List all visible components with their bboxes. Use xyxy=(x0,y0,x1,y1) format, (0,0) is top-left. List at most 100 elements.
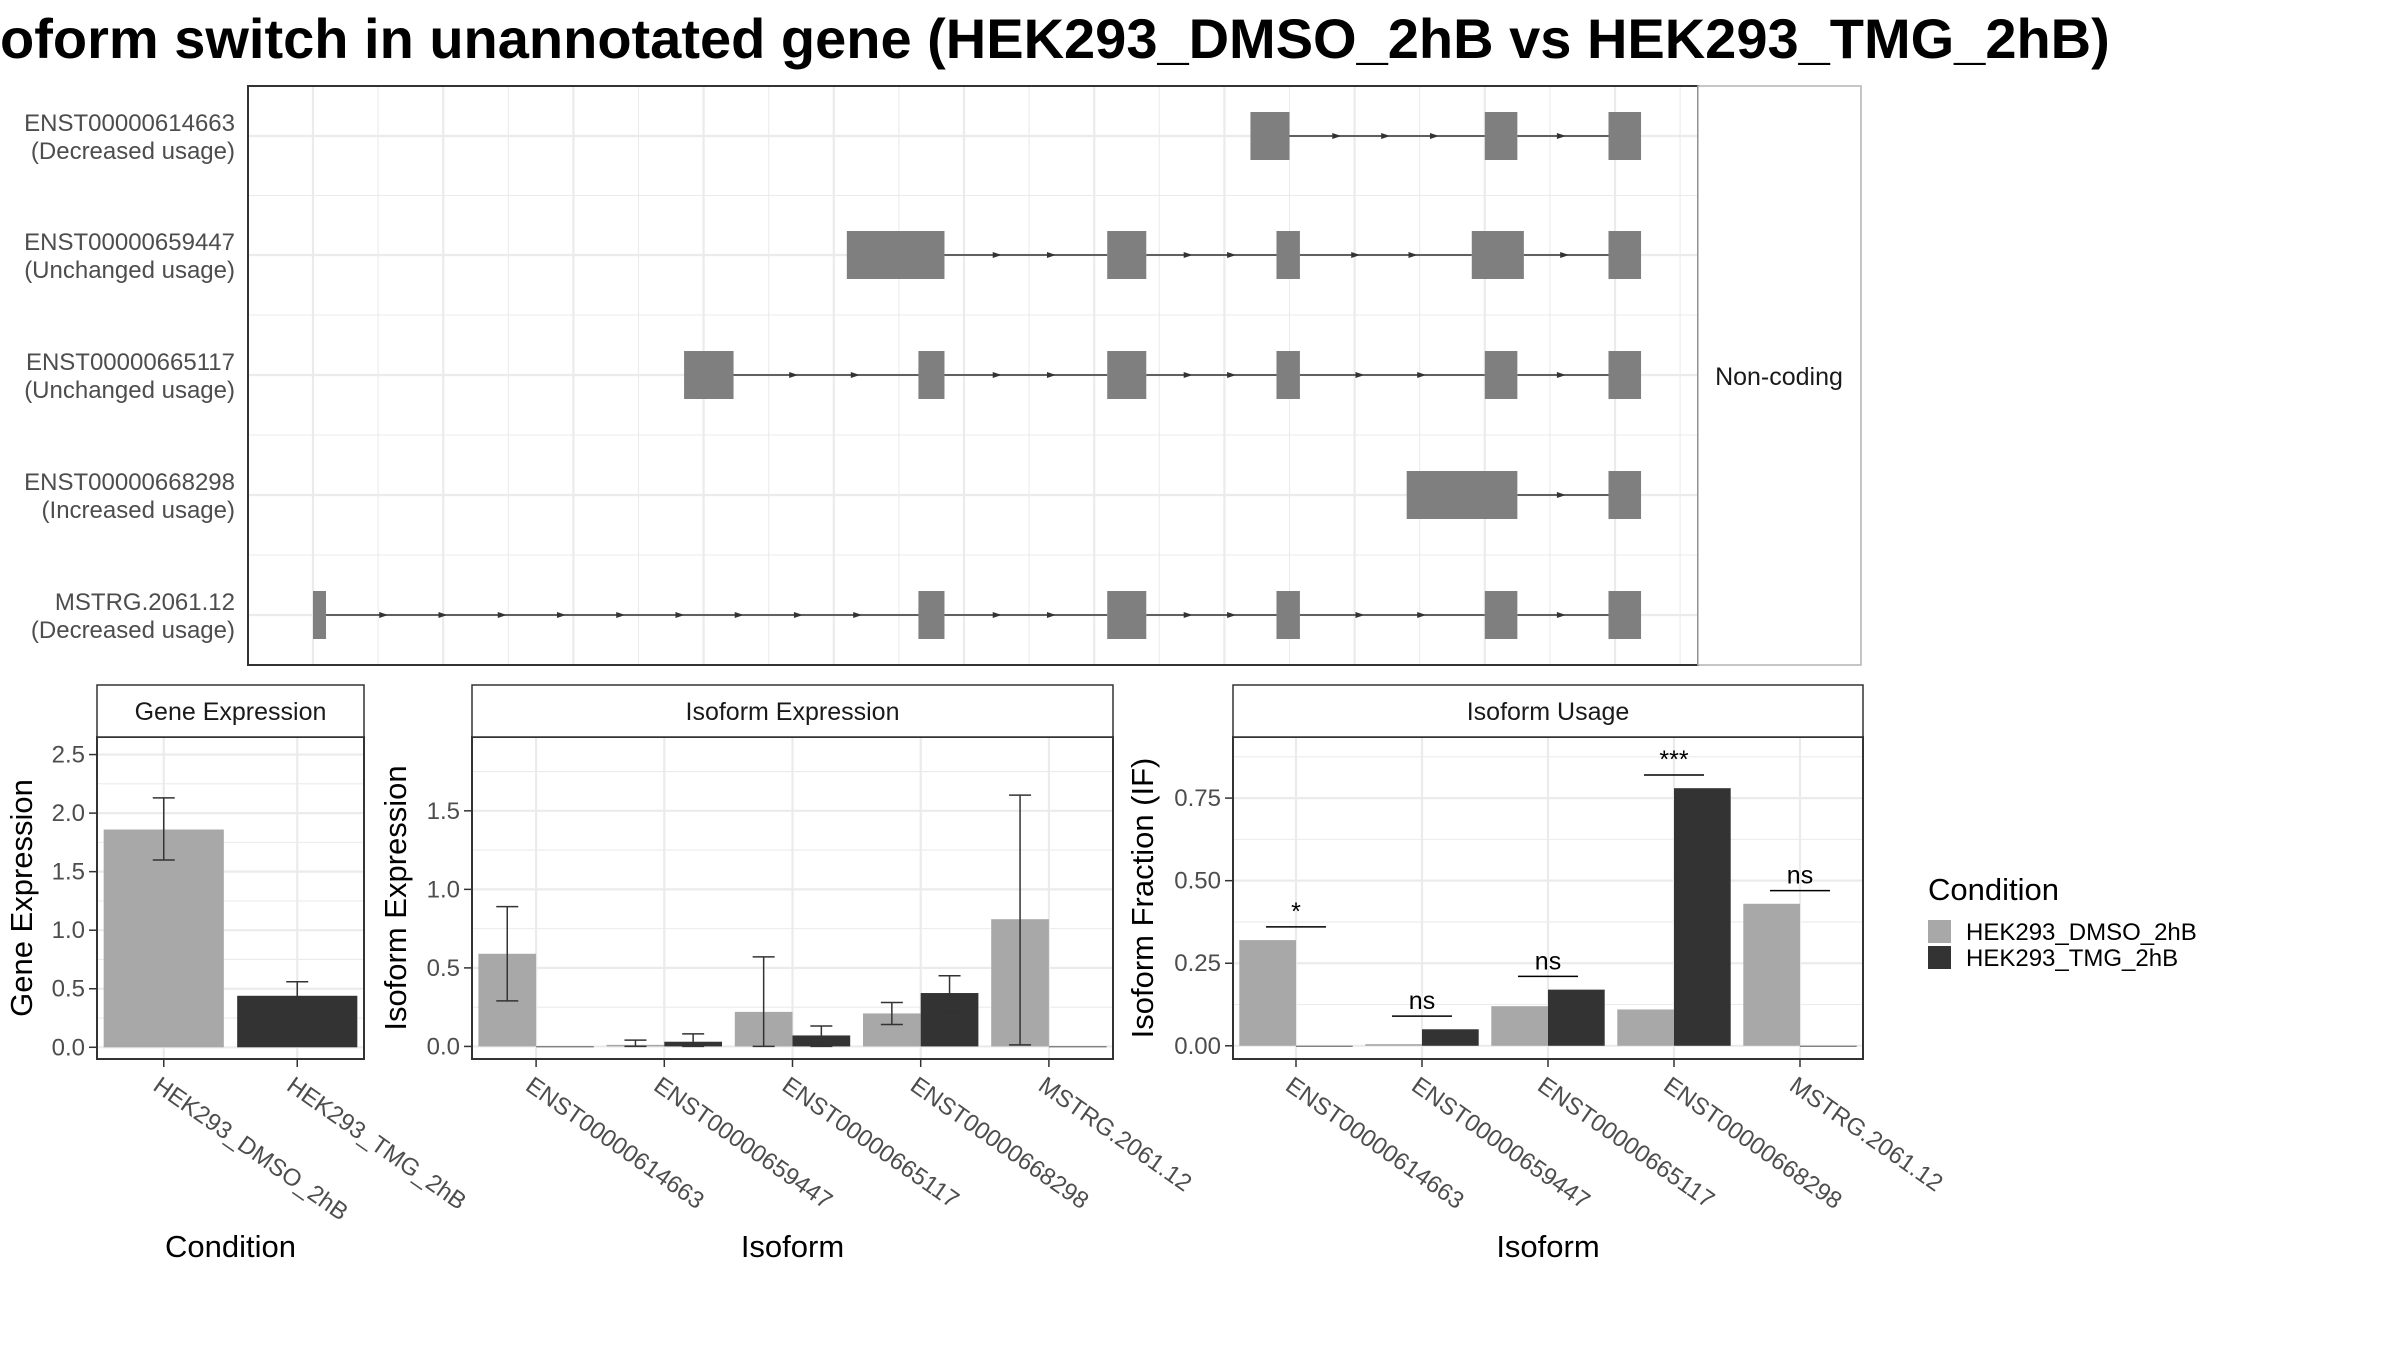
legend-swatch xyxy=(1928,946,1951,969)
significance-label: ns xyxy=(1535,947,1561,975)
exon-block xyxy=(1107,351,1147,399)
intron-direction-arrow xyxy=(438,612,448,618)
intron-direction-arrow xyxy=(992,252,1002,258)
exon-block xyxy=(1250,112,1290,160)
intron-direction-arrow xyxy=(1355,612,1365,618)
legend-label: HEK293_TMG_2hB xyxy=(1966,945,2178,972)
bar xyxy=(1548,989,1605,1046)
x-axis-title: Isoform xyxy=(1496,1229,1599,1264)
y-tick-label: 0.0 xyxy=(52,1034,85,1061)
intron-direction-arrow xyxy=(1556,372,1566,378)
bar xyxy=(1743,903,1800,1046)
significance-label: ns xyxy=(1409,987,1435,1015)
exon-block xyxy=(1276,231,1300,279)
exon-block xyxy=(1484,112,1518,160)
structure-strip-box xyxy=(1697,85,1862,666)
exon-block xyxy=(918,351,945,399)
intron-direction-arrow xyxy=(1332,133,1342,139)
intron-direction-arrow xyxy=(1351,252,1361,258)
y-tick-label: 0.75 xyxy=(1174,785,1221,812)
exon-block xyxy=(1406,471,1518,519)
y-tick-label: 1.0 xyxy=(52,917,85,944)
strip-box xyxy=(96,684,365,738)
bar xyxy=(1048,1046,1107,1048)
intron-direction-arrow xyxy=(556,612,566,618)
bar xyxy=(1617,1009,1674,1046)
bar xyxy=(1239,940,1296,1046)
y-tick-label: 0.5 xyxy=(52,976,85,1003)
intron-direction-arrow xyxy=(1408,252,1418,258)
structure-strip-label: Non-coding xyxy=(1715,363,1843,391)
bar xyxy=(103,829,224,1048)
intron-direction-arrow xyxy=(1183,252,1193,258)
intron-direction-arrow xyxy=(1429,133,1439,139)
bar xyxy=(1800,1045,1857,1047)
exon-block xyxy=(1608,591,1642,639)
isoform-structure-panel: ENST00000614663(Decreased usage)ENST0000… xyxy=(24,85,1862,666)
exon-block xyxy=(1484,591,1518,639)
significance-label: * xyxy=(1291,898,1301,926)
legend-title: Condition xyxy=(1928,872,2059,907)
exon-block xyxy=(1608,471,1642,519)
transcript-id-label: ENST00000665117 xyxy=(26,349,235,376)
x-axis-title: Condition xyxy=(165,1229,296,1264)
intron-direction-arrow xyxy=(1046,372,1056,378)
intron-direction-arrow xyxy=(1227,252,1237,258)
intron-direction-arrow xyxy=(850,372,860,378)
exon-block xyxy=(1608,231,1642,279)
bar xyxy=(1491,1006,1548,1046)
transcript-usage-label: (Unchanged usage) xyxy=(24,377,235,404)
intron-direction-arrow xyxy=(789,372,799,378)
transcript-usage-label: (Unchanged usage) xyxy=(24,257,235,284)
transcript-id-label: MSTRG.2061.12 xyxy=(55,589,235,616)
bar xyxy=(1365,1044,1422,1046)
y-tick-label: 1.5 xyxy=(427,798,460,825)
legend-label: HEK293_DMSO_2hB xyxy=(1966,919,2197,946)
exon-block xyxy=(1608,112,1642,160)
intron-direction-arrow xyxy=(616,612,626,618)
y-axis-title: Gene Expression xyxy=(4,779,39,1017)
exon-block xyxy=(1107,231,1147,279)
intron-direction-arrow xyxy=(1183,372,1193,378)
bar xyxy=(1296,1045,1353,1047)
intron-direction-arrow xyxy=(675,612,685,618)
x-axis-title: Isoform xyxy=(741,1229,844,1264)
exon-block xyxy=(1276,591,1300,639)
intron-direction-arrow xyxy=(793,612,803,618)
exon-block xyxy=(918,591,945,639)
intron-direction-arrow xyxy=(1556,492,1566,498)
exon-block xyxy=(1484,351,1518,399)
intron-direction-arrow xyxy=(853,612,863,618)
transcript-id-label: ENST00000668298 xyxy=(24,469,235,496)
y-tick-label: 0.0 xyxy=(427,1033,460,1060)
legend-swatch xyxy=(1928,920,1951,943)
intron-direction-arrow xyxy=(1556,612,1566,618)
exon-block xyxy=(1107,591,1147,639)
intron-direction-arrow xyxy=(1556,133,1566,139)
intron-direction-arrow xyxy=(1046,252,1056,258)
bar xyxy=(536,1046,594,1048)
intron-direction-arrow xyxy=(992,612,1002,618)
bar xyxy=(1674,788,1731,1046)
intron-direction-arrow xyxy=(1183,612,1193,618)
significance-label: *** xyxy=(1659,746,1688,774)
transcript-usage-label: (Increased usage) xyxy=(42,497,235,524)
y-tick-label: 1.5 xyxy=(52,859,85,886)
figure-title: oform switch in unannotated gene (HEK293… xyxy=(0,7,2110,70)
strip-label: Isoform Usage xyxy=(1467,698,1630,726)
transcript-id-label: ENST00000614663 xyxy=(24,110,235,137)
transcript-id-label: ENST00000659447 xyxy=(24,229,235,256)
strip-box xyxy=(471,684,1114,738)
strip-label: Isoform Expression xyxy=(686,698,900,726)
y-tick-label: 0.5 xyxy=(427,955,460,982)
intron-direction-arrow xyxy=(1417,372,1427,378)
bar xyxy=(1422,1029,1479,1046)
significance-label: ns xyxy=(1787,862,1813,890)
exon-block xyxy=(1276,351,1300,399)
intron-direction-arrow xyxy=(992,372,1002,378)
exon-block xyxy=(846,231,945,279)
strip-label: Gene Expression xyxy=(135,698,327,726)
